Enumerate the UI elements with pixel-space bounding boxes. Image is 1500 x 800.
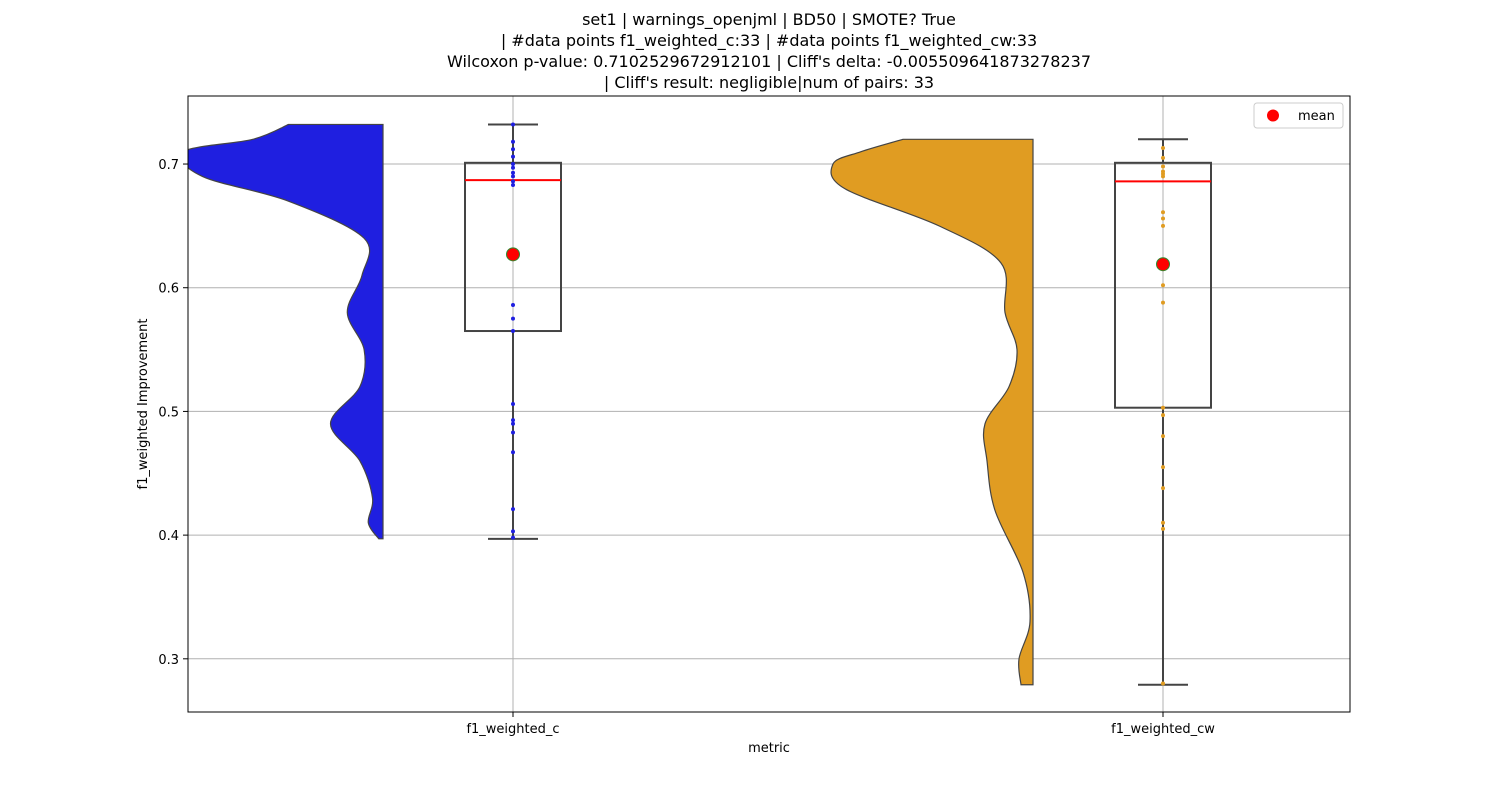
data-point — [511, 154, 515, 159]
x-axis-label: metric — [748, 741, 790, 756]
data-point — [511, 179, 515, 184]
data-point — [511, 316, 515, 321]
y-axis-ticks: 0.3 0.4 0.5 0.6 0.7 — [158, 158, 188, 668]
data-point — [511, 430, 515, 435]
data-point — [1161, 210, 1165, 215]
x-tick-label: f1_weighted_cw — [1111, 722, 1215, 737]
violins — [188, 123, 1034, 686]
y-tick-label: 0.7 — [158, 158, 179, 173]
x-axis-ticks: f1_weighted_c f1_weighted_cw — [466, 712, 1215, 737]
legend: mean — [1253, 102, 1344, 129]
x-tick-label: f1_weighted_c — [466, 722, 559, 737]
data-point — [511, 183, 515, 188]
data-point — [511, 165, 515, 170]
title-line-1: set1 | warnings_openjml | BD50 | SMOTE? … — [582, 10, 956, 30]
legend-mean-marker — [1267, 109, 1279, 122]
data-point — [511, 507, 515, 512]
data-point — [1161, 145, 1165, 150]
data-point — [511, 162, 515, 167]
data-point — [1161, 283, 1165, 288]
data-point — [1161, 300, 1165, 305]
y-tick-label: 0.5 — [158, 405, 179, 420]
data-point — [1161, 413, 1165, 418]
data-point — [511, 450, 515, 455]
y-axis-label: f1_weighted Improvement — [136, 318, 151, 489]
title-line-3: Wilcoxon p-value: 0.7102529672912101 | C… — [447, 52, 1091, 71]
data-point — [511, 122, 515, 127]
y-tick-label: 0.3 — [158, 653, 179, 668]
data-point — [1161, 405, 1165, 410]
data-point — [1161, 486, 1165, 491]
strip-points — [511, 122, 1165, 686]
data-point — [511, 303, 515, 308]
data-point — [511, 147, 515, 152]
y-tick-label: 0.6 — [158, 282, 179, 297]
legend-label-mean: mean — [1298, 109, 1335, 124]
title-line-4: | Cliff's result: negligible|num of pair… — [604, 73, 934, 92]
plot-frame — [187, 95, 1351, 713]
data-point — [511, 170, 515, 175]
data-point — [1161, 174, 1165, 179]
data-point — [1161, 526, 1165, 531]
legend-box — [1253, 102, 1344, 129]
data-point — [1161, 164, 1165, 169]
data-point — [1161, 465, 1165, 470]
data-point — [1161, 681, 1165, 686]
data-point — [511, 139, 515, 144]
title-line-2: | #data points f1_weighted_c:33 | #data … — [501, 31, 1037, 51]
data-point — [511, 535, 515, 540]
data-point — [511, 329, 515, 334]
data-point — [1161, 155, 1165, 160]
data-point — [1161, 223, 1165, 228]
mean-marker — [1156, 257, 1170, 272]
data-point — [511, 421, 515, 426]
data-point — [1161, 216, 1165, 221]
data-point — [511, 529, 515, 534]
data-point — [511, 418, 515, 423]
data-point — [511, 402, 515, 406]
data-point — [1161, 434, 1165, 439]
violin-f1_weighted_c — [188, 123, 384, 540]
chart-title: set1 | warnings_openjml | BD50 | SMOTE? … — [447, 10, 1091, 92]
y-tick-label: 0.4 — [158, 529, 179, 544]
violin-f1_weighted_cw — [830, 138, 1034, 686]
mean-marker — [506, 247, 520, 262]
data-point — [1161, 520, 1165, 525]
data-point — [511, 174, 515, 179]
